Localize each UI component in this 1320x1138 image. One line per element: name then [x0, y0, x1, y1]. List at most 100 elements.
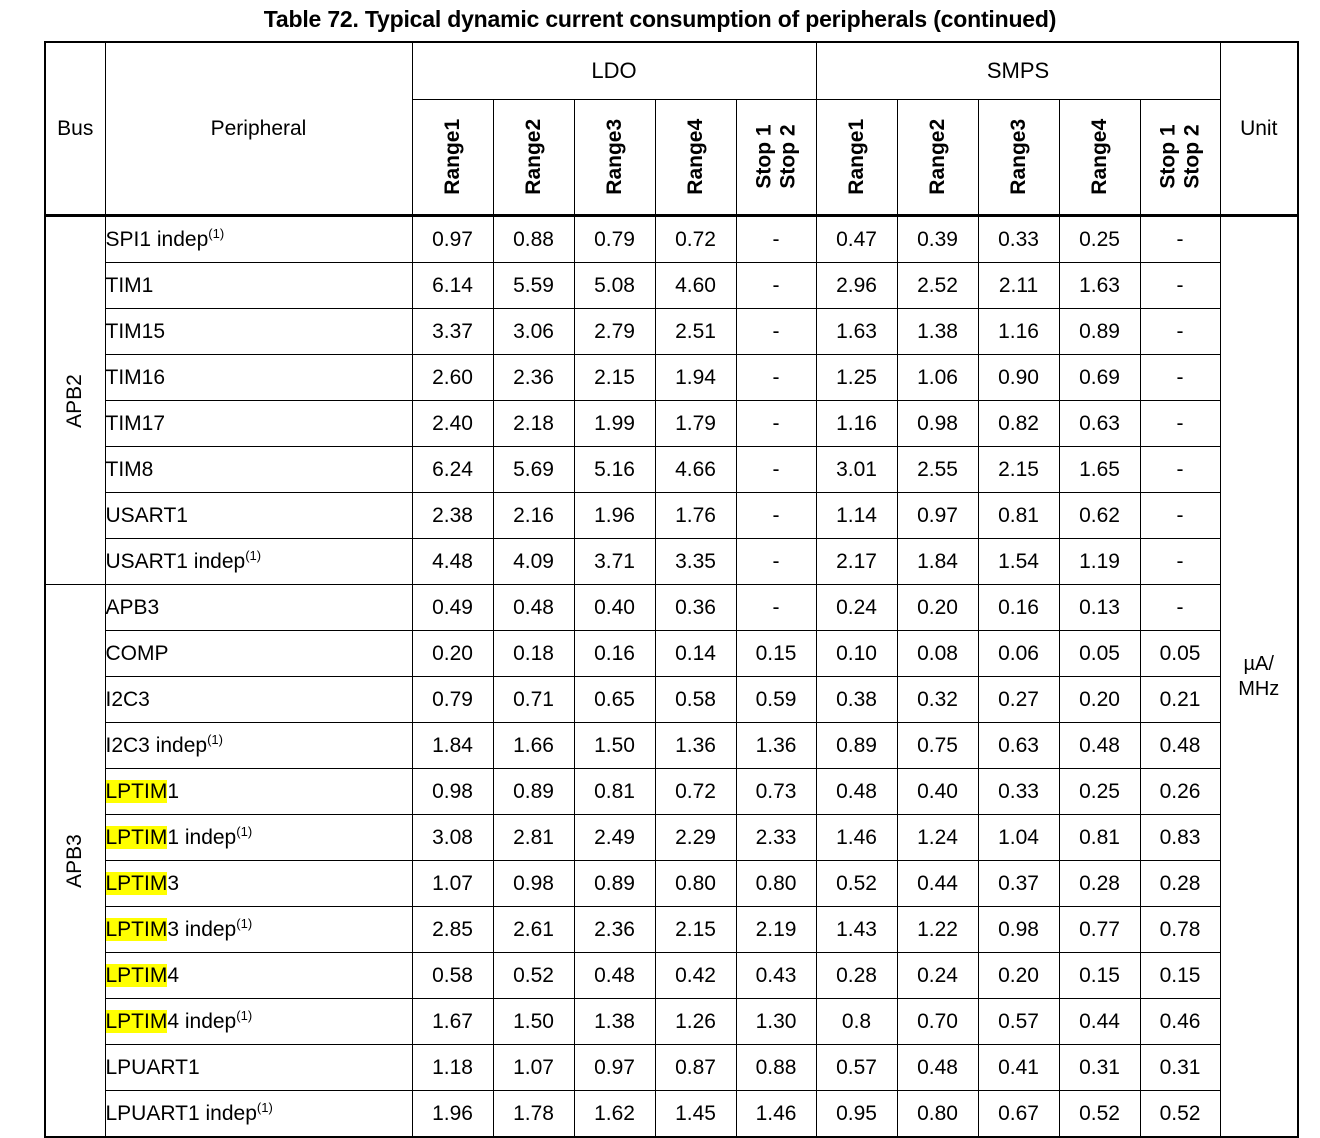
value-cell: 0.52 — [815, 860, 898, 907]
header-ldo-range4: Range4 — [654, 99, 737, 217]
value-cell: 2.11 — [977, 262, 1060, 309]
unit-line-1: µA/ — [1243, 652, 1274, 675]
value-cell: 0.58 — [654, 676, 737, 723]
footnote-marker: (1) — [236, 1007, 253, 1023]
value-cell: 3.37 — [411, 308, 494, 355]
value-cell: 0.58 — [411, 952, 494, 999]
value-cell: 0.38 — [815, 676, 898, 723]
value-cell: 2.15 — [977, 446, 1060, 493]
value-cell: 1.67 — [411, 998, 494, 1045]
header-smps-range3-label: Range3 — [1006, 119, 1030, 195]
peripheral-name-cell: TIM17 — [104, 400, 413, 447]
peripheral-name-cell: LPTIM3 indep(1) — [104, 906, 413, 953]
table-header: Bus Peripheral LDO SMPS Unit Range1 Rang… — [44, 41, 1299, 217]
peripheral-name-cell: I2C3 — [104, 676, 413, 723]
value-cell: 1.99 — [573, 400, 656, 447]
value-cell: 0.72 — [654, 214, 737, 263]
value-cell: 0.97 — [896, 492, 979, 539]
value-cell: 2.16 — [492, 492, 575, 539]
header-ldo-range4-label: Range4 — [683, 119, 707, 195]
value-cell: 6.24 — [411, 446, 494, 493]
value-cell: 3.01 — [815, 446, 898, 493]
value-cell: 1.19 — [1058, 538, 1141, 585]
value-cell: 1.38 — [573, 998, 656, 1045]
header-smps-stop: Stop 1 Stop 2 — [1139, 99, 1221, 217]
unit-cell: µA/MHz — [1219, 214, 1299, 1138]
value-cell: 1.54 — [977, 538, 1060, 585]
value-cell: 0.95 — [815, 1090, 898, 1138]
value-cell: 2.79 — [573, 308, 656, 355]
header-smps-stop-label: Stop 1 Stop 2 — [1156, 125, 1203, 189]
header-ldo-stop: Stop 1 Stop 2 — [735, 99, 817, 217]
value-cell: 1.62 — [573, 1090, 656, 1138]
value-cell: - — [1139, 214, 1221, 263]
peripheral-name-cell: I2C3 indep(1) — [104, 722, 413, 769]
unit-line-2: MHz — [1238, 677, 1280, 700]
header-smps-stop-line2: Stop 2 — [1179, 124, 1203, 190]
value-cell: 0.48 — [1058, 722, 1141, 769]
value-cell: 4.66 — [654, 446, 737, 493]
document-page: Table 72. Typical dynamic current consum… — [44, 6, 1299, 1138]
header-smps-stop-line1: Stop 1 — [1156, 124, 1180, 190]
value-cell: 1.84 — [896, 538, 979, 585]
table-row: COMP 0.20 0.18 0.16 0.14 0.15 0.10 0.08 0.06 0.05… — [45, 630, 1298, 677]
value-cell: 2.81 — [492, 814, 575, 861]
value-cell: 1.78 — [492, 1090, 575, 1138]
peripheral-name-cell: TIM1 — [104, 262, 413, 309]
value-cell: 0.48 — [1139, 722, 1221, 769]
value-cell: 0.52 — [1058, 1090, 1141, 1138]
value-cell: 0.24 — [896, 952, 979, 999]
highlight-span: LPTIM — [105, 779, 168, 803]
value-cell: 1.66 — [492, 722, 575, 769]
value-cell: 1.65 — [1058, 446, 1141, 493]
value-cell: - — [735, 354, 817, 401]
value-cell: 6.14 — [411, 262, 494, 309]
peripheral-name-cell: LPTIM1 — [104, 768, 413, 815]
value-cell: 1.79 — [654, 400, 737, 447]
value-cell: - — [735, 538, 817, 585]
value-cell: 0.36 — [654, 584, 737, 631]
value-cell: 1.04 — [977, 814, 1060, 861]
value-cell: 5.16 — [573, 446, 656, 493]
value-cell: 2.40 — [411, 400, 494, 447]
value-cell: 0.90 — [977, 354, 1060, 401]
value-cell: 0.80 — [654, 860, 737, 907]
value-cell: 0.70 — [896, 998, 979, 1045]
value-cell: 0.88 — [735, 1044, 817, 1091]
value-cell: 0.27 — [977, 676, 1060, 723]
value-cell: 5.69 — [492, 446, 575, 493]
value-cell: 0.48 — [896, 1044, 979, 1091]
value-cell: 0.48 — [815, 768, 898, 815]
table-row: TIM16 2.60 2.36 2.15 1.94-1.25 1.06 0.90 0.69- — [45, 354, 1298, 401]
value-cell: 0.20 — [896, 584, 979, 631]
table-row: TIM17 2.40 2.18 1.99 1.79-1.16 0.98 0.82 0.63- — [45, 400, 1298, 447]
value-cell: 0.28 — [1058, 860, 1141, 907]
header-bus: Bus — [44, 41, 106, 216]
value-cell: 1.38 — [896, 308, 979, 355]
value-cell: 1.46 — [815, 814, 898, 861]
peripheral-name-cell: SPI1 indep(1) — [104, 214, 413, 263]
value-cell: - — [1139, 538, 1221, 585]
value-cell: 0.13 — [1058, 584, 1141, 631]
peripheral-name-cell: LPTIM4 — [104, 952, 413, 999]
value-cell: 2.60 — [411, 354, 494, 401]
value-cell: 0.15 — [1139, 952, 1221, 999]
value-cell: 1.96 — [411, 1090, 494, 1138]
value-cell: 0.41 — [977, 1044, 1060, 1091]
header-group-ldo: LDO — [411, 41, 817, 100]
table-row: LPTIM4 0.58 0.52 0.48 0.42 0.43 0.28 0.24 0.20 0.… — [45, 952, 1298, 999]
value-cell: 1.50 — [492, 998, 575, 1045]
value-cell: - — [735, 262, 817, 309]
value-cell: 0.81 — [573, 768, 656, 815]
bus-label-apb3: APB3 — [44, 584, 106, 1138]
table-container: Bus Peripheral LDO SMPS Unit Range1 Rang… — [44, 41, 1299, 1138]
peripheral-name-cell: COMP — [104, 630, 413, 677]
value-cell: 0.20 — [977, 952, 1060, 999]
value-cell: 0.97 — [573, 1044, 656, 1091]
footnote-marker: (1) — [245, 547, 262, 563]
value-cell: 0.39 — [896, 214, 979, 263]
value-cell: 0.46 — [1139, 998, 1221, 1045]
value-cell: 0.77 — [1058, 906, 1141, 953]
value-cell: 2.51 — [654, 308, 737, 355]
value-cell: 0.88 — [492, 214, 575, 263]
